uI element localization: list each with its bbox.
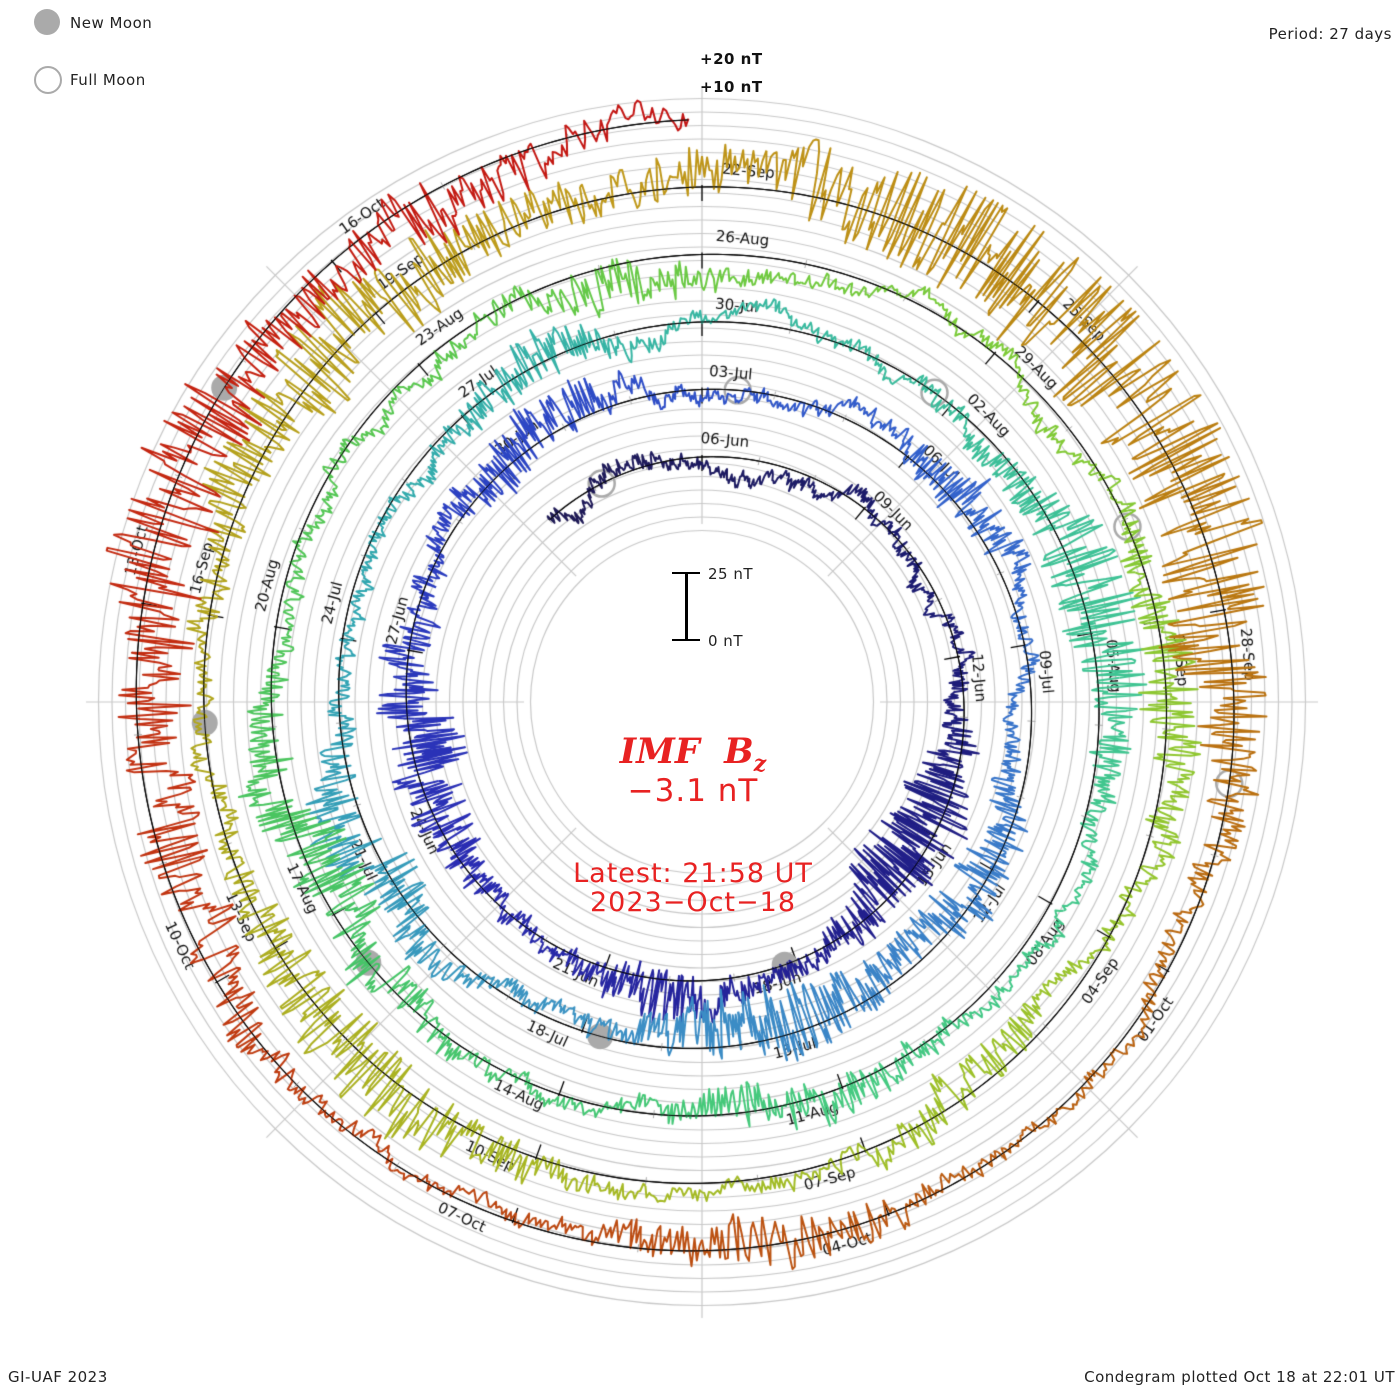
new-moon-icon [34, 9, 60, 35]
latest-date-label: 2023−Oct−18 [590, 887, 796, 918]
scale-bar-bottom-tick [672, 639, 700, 641]
full-moon-legend-label: Full Moon [70, 71, 146, 89]
plus10-nt-label: +10 nT [700, 78, 763, 96]
period-label: Period: 27 days [1268, 25, 1392, 43]
scale-bar-top-label: 25 nT [708, 565, 754, 583]
imf-title-prefix: IMF [619, 731, 700, 772]
scale-bar-top-tick [672, 572, 700, 574]
imf-title-b: B [724, 731, 754, 772]
latest-time-label: Latest: 21:58 UT [573, 858, 813, 889]
imf-title-sub: z [753, 751, 767, 777]
credit-label: GI-UAF 2023 [8, 1368, 108, 1386]
full-moon-icon [34, 66, 62, 94]
plotted-time-label: Condegram plotted Oct 18 at 22:01 UT [1084, 1368, 1395, 1386]
scale-bar-line [685, 573, 688, 641]
imf-bz-title: IMF Bz [483, 731, 903, 777]
imf-bz-current-value: −3.1 nT [627, 773, 759, 809]
plus20-nt-label: +20 nT [700, 50, 763, 68]
new-moon-legend-label: New Moon [70, 14, 153, 32]
scale-bar-bottom-label: 0 nT [708, 632, 743, 650]
